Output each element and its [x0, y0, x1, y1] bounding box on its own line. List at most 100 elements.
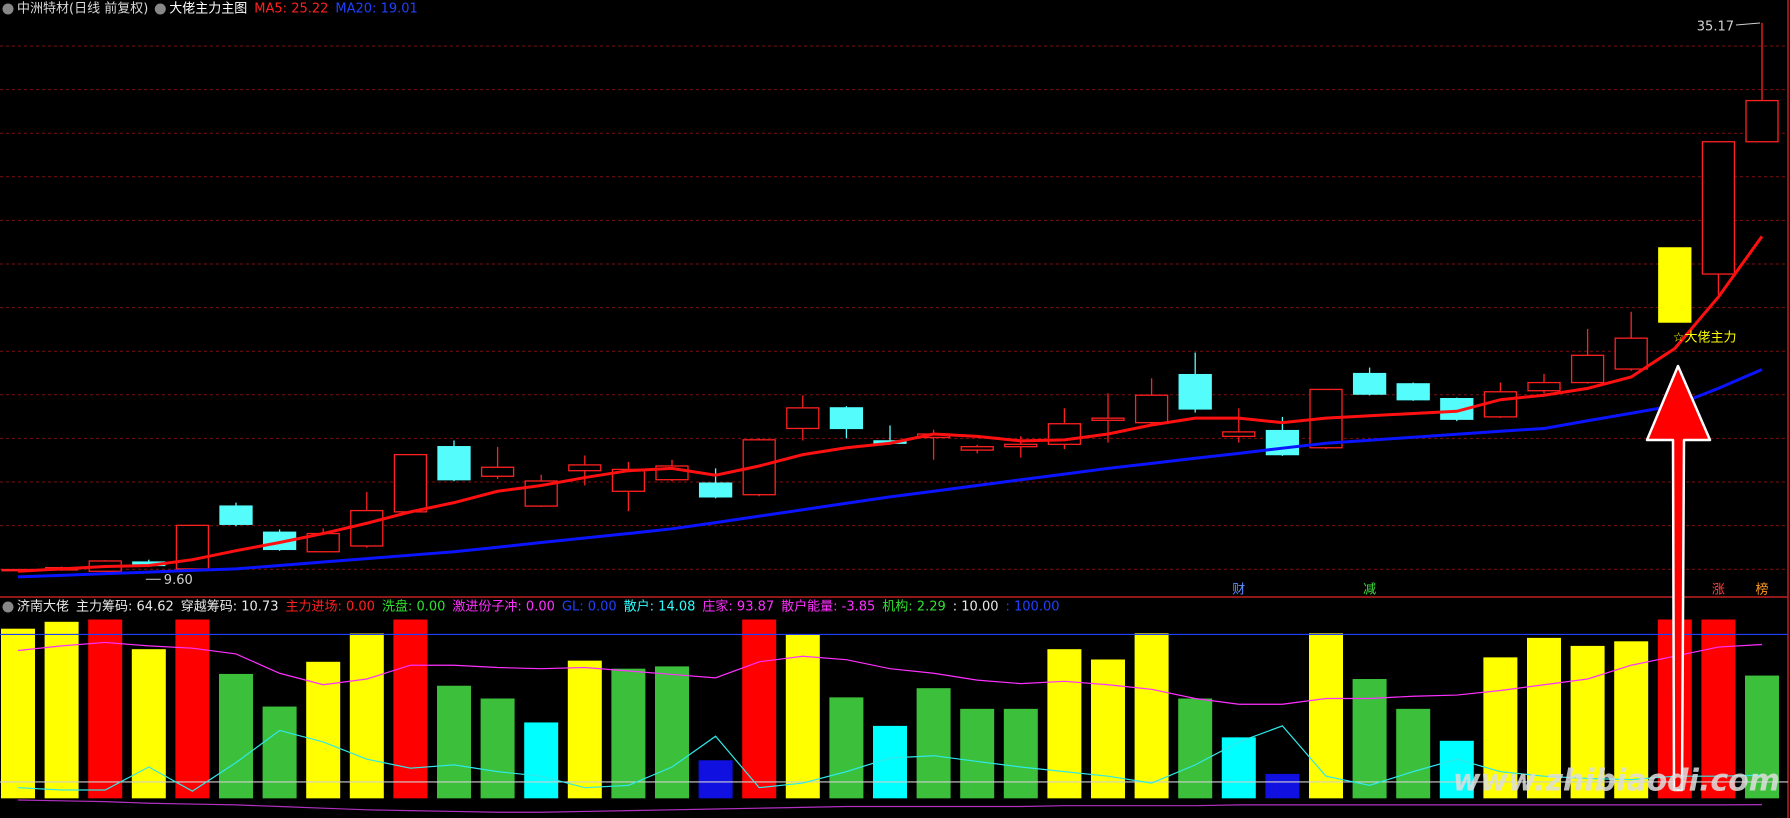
indicator-line	[17, 641, 1763, 705]
candle-body	[437, 446, 471, 481]
bar	[1265, 773, 1300, 799]
collapse-icon[interactable]	[2, 601, 14, 613]
candle-body	[786, 407, 820, 430]
bar	[1047, 649, 1082, 799]
big-arrow	[1645, 364, 1712, 792]
event-marker: 减	[1363, 583, 1376, 598]
event-marker: 财	[1232, 583, 1245, 598]
candle-body	[1570, 354, 1605, 384]
grid	[0, 45, 1788, 570]
bar	[524, 722, 559, 799]
candle-body	[1178, 373, 1212, 410]
candle-body	[1222, 431, 1256, 438]
candle-body	[1352, 372, 1387, 395]
candle-body	[1396, 383, 1430, 401]
bar	[44, 621, 79, 799]
price-annotation: 9.60	[164, 573, 193, 588]
header-text: 激进份子冲: 0.00	[452, 600, 554, 615]
candle-body	[1134, 394, 1169, 424]
watermark: www.zhibiaodi.com	[1453, 764, 1780, 799]
header-text: 散户: 14.08	[624, 599, 696, 615]
indicator-panel	[0, 619, 1788, 813]
bar	[131, 649, 166, 799]
ma-line	[17, 235, 1764, 573]
bar	[916, 688, 951, 799]
candle-body	[1483, 391, 1518, 418]
header-text: 洗盘: 0.00	[382, 599, 445, 615]
candle-body	[393, 453, 428, 513]
signal-arrow	[1645, 364, 1712, 792]
candle-body	[1614, 337, 1648, 370]
indicator-icon[interactable]	[154, 3, 166, 15]
bar	[306, 661, 341, 799]
header-text: 主力筹码: 64.62	[76, 599, 174, 615]
indicator-line	[17, 799, 1763, 813]
bar	[262, 706, 297, 799]
bar	[1439, 740, 1474, 799]
signal-label: ☆大佬主力	[1673, 331, 1737, 346]
event-marker: 涨	[1712, 583, 1725, 598]
bar	[567, 660, 602, 799]
candle-body	[1658, 247, 1692, 323]
candle-body	[1745, 99, 1779, 143]
bar	[1745, 675, 1779, 799]
header-text: MA5: 25.22	[254, 2, 328, 17]
ma-line	[17, 368, 1763, 579]
annotation-arrow	[1735, 22, 1761, 26]
bar	[1396, 708, 1431, 799]
bar	[1614, 641, 1649, 799]
candle-body	[219, 505, 253, 525]
bar	[1221, 737, 1256, 799]
price-annotation: 35.17	[1697, 19, 1734, 34]
candle-body	[568, 464, 602, 472]
indicator-line	[17, 725, 1763, 792]
event-marker: 榜	[1755, 582, 1768, 598]
bar	[349, 633, 384, 799]
bar	[1570, 645, 1605, 799]
candle-body	[698, 482, 733, 498]
bar	[1483, 657, 1518, 799]
header-text: 中洲特材(日线 前复权)	[17, 1, 148, 17]
candle-body	[480, 466, 515, 477]
bar	[1, 628, 35, 799]
bar	[1527, 637, 1561, 799]
candle-body	[350, 509, 384, 547]
header-text: : 10.00	[953, 600, 999, 615]
header-text: 机构: 2.29	[882, 600, 945, 615]
bar	[655, 666, 689, 799]
header-text: MA20: 19.01	[335, 2, 417, 17]
bar	[785, 634, 820, 799]
header-text: 主力进场: 0.00	[285, 600, 374, 615]
bar	[1003, 708, 1038, 799]
header-text: 大佬主力主图	[169, 2, 247, 17]
bar	[219, 673, 253, 799]
bar	[960, 708, 995, 799]
candle-body	[1527, 381, 1561, 392]
header-text: GL: 0.00	[562, 600, 617, 615]
header-text: 庄家: 93.87	[702, 599, 774, 615]
price-panel: ☆大佬主力 35.17 9.60 财 减 涨 榜	[1, 19, 1779, 598]
header: 中洲特材(日线 前复权) 大佬主力主图 MA5: 25.22 MA20: 19.01 济…	[2, 1, 1060, 615]
bar	[1309, 633, 1343, 799]
candle-body	[829, 407, 864, 430]
bar	[175, 619, 210, 799]
bar	[1134, 633, 1169, 799]
bar	[829, 697, 864, 799]
collapse-icon[interactable]	[2, 3, 14, 15]
candle-body	[1091, 417, 1125, 421]
bar	[698, 760, 733, 799]
bar	[742, 619, 777, 799]
bar	[480, 698, 515, 799]
bar	[437, 685, 471, 799]
header-text: 济南大佬	[17, 599, 69, 615]
bar	[88, 619, 123, 799]
header-text: 穿越筹码: 10.73	[181, 599, 279, 615]
candle-body	[1440, 397, 1474, 420]
header-text: : 100.00	[1006, 600, 1060, 615]
candle-body	[1701, 141, 1736, 275]
bar	[393, 619, 428, 799]
header-text: 散户能量: -3.85	[781, 599, 875, 615]
bar	[1178, 698, 1213, 799]
